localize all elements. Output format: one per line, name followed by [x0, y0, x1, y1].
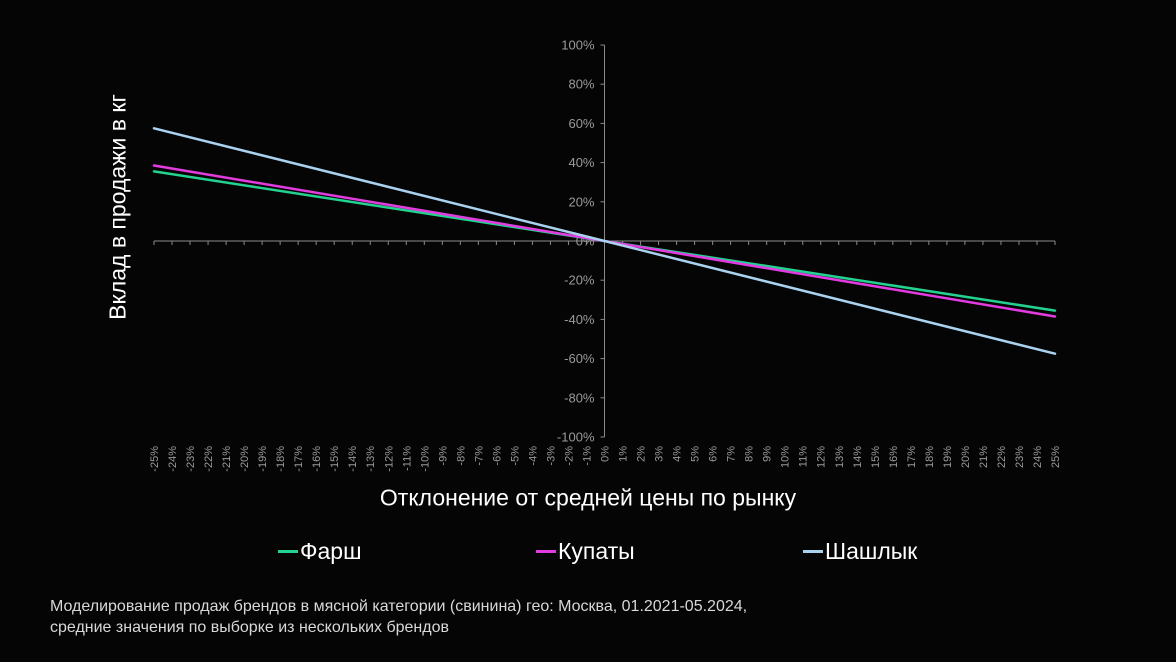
x-tick-label: -4%	[527, 446, 539, 466]
x-tick-label: -24%	[167, 446, 179, 472]
y-tick-label: 80%	[568, 77, 594, 92]
y-axis-title: Вклад в продажи в кг	[104, 94, 131, 320]
footnote-line-2: средние значения по выборке из нескольки…	[50, 619, 449, 636]
x-tick-label: -10%	[419, 446, 431, 472]
legend-item-farsh: Фарш	[278, 538, 362, 565]
x-tick-label: 18%	[924, 446, 936, 468]
x-tick-label: 14%	[852, 446, 864, 468]
x-tick-label: 19%	[942, 446, 954, 468]
legend-swatch-shashlyk	[803, 550, 823, 553]
x-tick-label: -3%	[545, 446, 557, 466]
x-tick-label: 0%	[600, 446, 612, 462]
y-tick-label: -100%	[557, 430, 595, 445]
x-tick-label: 6%	[708, 446, 720, 462]
x-tick-label: -23%	[185, 446, 197, 472]
x-tick-label: 3%	[654, 446, 666, 462]
x-tick-label: 10%	[780, 446, 792, 468]
y-tick-label: -60%	[564, 351, 595, 366]
x-tick-label: -19%	[257, 446, 269, 472]
x-tick-label: -21%	[221, 446, 233, 472]
y-tick-label: -80%	[564, 390, 595, 405]
x-tick-label: -20%	[239, 446, 251, 472]
x-tick-label: 1%	[618, 446, 630, 462]
y-tick-label: 100%	[561, 38, 595, 53]
x-tick-label: 2%	[636, 446, 648, 462]
x-tick-label: -25%	[149, 446, 161, 472]
x-tick-label: -15%	[329, 446, 341, 472]
x-tick-label: -18%	[275, 446, 287, 472]
x-tick-label: -22%	[203, 446, 215, 472]
legend-swatch-kupaty	[536, 550, 556, 553]
x-tick-label: -11%	[401, 446, 413, 471]
x-tick-label: 21%	[978, 446, 990, 468]
x-tick-label: 15%	[870, 446, 882, 468]
y-tick-label: -20%	[564, 273, 595, 288]
series-line-3	[152, 127, 1057, 355]
x-tick-label: -13%	[365, 446, 377, 472]
x-tick-label: 22%	[996, 446, 1008, 468]
x-tick-label: -2%	[563, 446, 575, 466]
x-tick-label: -5%	[509, 446, 521, 466]
x-tick-label: 20%	[960, 446, 972, 468]
x-tick-label: -6%	[491, 446, 503, 466]
x-tick-label: 24%	[1032, 446, 1044, 468]
legend-item-shashlyk: Шашлык	[803, 538, 917, 565]
x-tick-label: -17%	[293, 446, 305, 472]
legend-label-kupaty: Купаты	[558, 538, 635, 564]
y-tick-label: 40%	[568, 155, 594, 170]
x-tick-label: 4%	[672, 446, 684, 462]
x-tick-label: -14%	[347, 446, 359, 472]
x-tick-label: 25%	[1050, 446, 1062, 468]
y-tick-label: 60%	[568, 116, 594, 131]
x-tick-label: -16%	[311, 446, 323, 472]
x-tick-label: 13%	[834, 446, 846, 468]
legend-item-kupaty: Купаты	[536, 538, 635, 565]
x-tick-label: -7%	[473, 446, 485, 466]
x-tick-label: -9%	[437, 446, 449, 466]
x-tick-label: 16%	[888, 446, 900, 468]
y-tick-label: -40%	[564, 312, 595, 327]
x-tick-label: 11%	[798, 446, 810, 467]
x-tick-label: -8%	[455, 446, 467, 466]
legend-label-farsh: Фарш	[300, 538, 362, 564]
x-tick-label: 7%	[726, 446, 738, 462]
legend-swatch-farsh	[278, 550, 298, 553]
x-tick-label: -12%	[383, 446, 395, 472]
x-axis-title: Отклонение от средней цены по рынку	[379, 484, 797, 511]
x-tick-label: 12%	[816, 446, 828, 468]
x-tick-label: 23%	[1014, 446, 1026, 468]
x-tick-label: 17%	[906, 446, 918, 468]
chart-footnote: Моделирование продаж брендов в мясной ка…	[50, 596, 747, 638]
chart-legend: Фарш Купаты Шашлык	[0, 538, 1176, 564]
footnote-line-1: Моделирование продаж брендов в мясной ка…	[50, 598, 748, 615]
x-tick-label: 9%	[762, 446, 774, 462]
x-tick-label: 8%	[744, 446, 756, 462]
x-tick-label: 5%	[690, 446, 702, 462]
legend-label-shashlyk: Шашлык	[825, 538, 918, 564]
y-tick-label: 20%	[568, 194, 594, 209]
x-tick-label: -1%	[581, 446, 593, 466]
